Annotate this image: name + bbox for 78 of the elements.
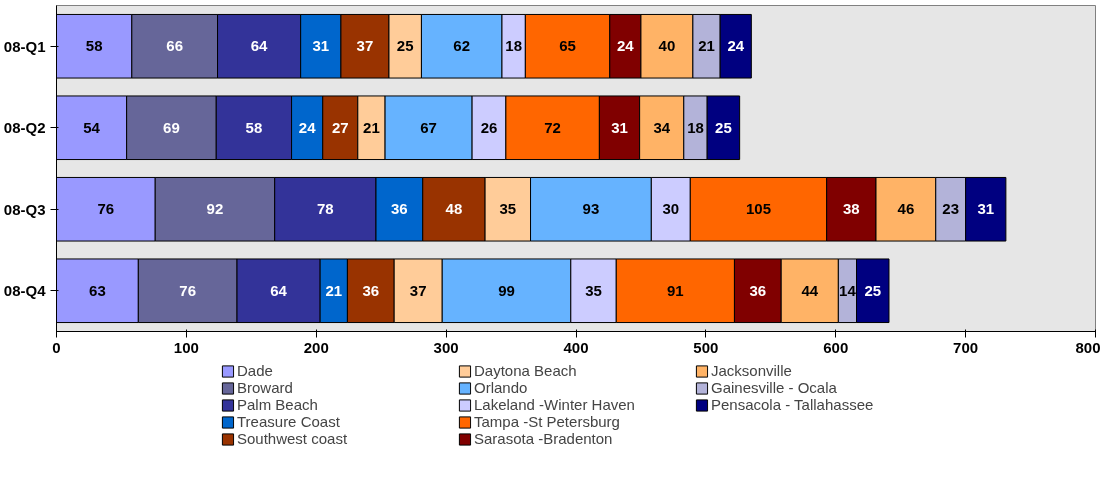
legend-label: Lakeland -Winter Haven xyxy=(474,396,636,413)
data-label: 31 xyxy=(611,118,628,136)
x-tick-label: 400 xyxy=(563,338,589,356)
data-label: 105 xyxy=(745,200,771,218)
legend-label: Treasure Coast xyxy=(237,413,341,430)
data-label: 25 xyxy=(396,37,414,55)
y-tick-label: 08-Q3 xyxy=(3,200,46,218)
legend-label: Daytona Beach xyxy=(474,362,578,379)
data-label: 18 xyxy=(505,37,523,55)
data-label: 78 xyxy=(317,200,334,218)
legend-label: Orlando xyxy=(474,379,529,396)
data-label: 21 xyxy=(698,37,715,55)
data-label: 21 xyxy=(325,281,343,299)
legend-label: Southwest coast xyxy=(237,430,349,447)
legend-label: Jacksonville xyxy=(711,362,793,379)
x-tick-label: 500 xyxy=(693,338,719,356)
legend-label: Sarasota -Bradenton xyxy=(474,430,614,447)
legend-label: Tampa -St Petersburg xyxy=(474,413,621,430)
data-label: 54 xyxy=(83,118,101,136)
data-label: 37 xyxy=(356,37,374,55)
data-label: 31 xyxy=(977,200,995,218)
data-label: 40 xyxy=(658,37,676,55)
data-label: 64 xyxy=(250,37,269,55)
legend-label: Palm Beach xyxy=(237,396,319,413)
x-tick-label: 700 xyxy=(953,338,979,356)
data-label: 24 xyxy=(298,118,317,136)
data-label: 91 xyxy=(667,281,684,299)
data-label: 63 xyxy=(89,281,106,299)
legend-label: Broward xyxy=(237,379,294,396)
data-label: 37 xyxy=(409,281,427,299)
data-label: 62 xyxy=(453,37,471,55)
x-tick-label: 600 xyxy=(823,338,849,356)
data-label: 93 xyxy=(582,200,600,218)
data-label: 14 xyxy=(839,281,857,299)
x-tick-label: 800 xyxy=(1075,338,1101,356)
data-label: 72 xyxy=(544,118,561,136)
data-label: 99 xyxy=(498,281,515,299)
data-label: 76 xyxy=(179,281,197,299)
data-label: 36 xyxy=(749,281,767,299)
data-label: 27 xyxy=(331,118,349,136)
data-label: 46 xyxy=(897,200,915,218)
data-label: 30 xyxy=(662,200,680,218)
legend-label: Dade xyxy=(237,362,274,379)
data-label: 26 xyxy=(480,118,498,136)
data-label: 58 xyxy=(85,37,103,55)
data-label: 76 xyxy=(97,200,115,218)
data-label: 92 xyxy=(206,200,224,218)
y-tick-label: 08-Q1 xyxy=(3,37,46,55)
legend-label: Gainesville - Ocala xyxy=(711,379,838,396)
data-label: 35 xyxy=(585,281,602,299)
data-label: 36 xyxy=(362,281,380,299)
data-label: 35 xyxy=(499,200,517,218)
data-label: 23 xyxy=(942,200,960,218)
x-tick-label: 300 xyxy=(433,338,459,356)
x-tick-label: 0 xyxy=(52,338,61,356)
data-label: 25 xyxy=(715,118,732,136)
data-label: 21 xyxy=(363,118,380,136)
x-tick-label: 200 xyxy=(303,338,329,356)
data-label: 34 xyxy=(653,118,671,136)
x-tick-label: 100 xyxy=(173,338,199,356)
data-label: 25 xyxy=(864,281,882,299)
data-label: 38 xyxy=(842,200,860,218)
data-label: 36 xyxy=(391,200,408,218)
data-label: 24 xyxy=(617,37,635,55)
data-label: 58 xyxy=(245,118,263,136)
data-label: 67 xyxy=(420,118,437,136)
legend-label: Pensacola - Tallahassee xyxy=(711,396,875,413)
y-tick-label: 08-Q4 xyxy=(3,282,47,300)
data-label: 66 xyxy=(166,37,184,55)
data-label: 31 xyxy=(312,37,330,55)
data-label: 18 xyxy=(687,118,704,136)
data-label: 69 xyxy=(163,118,180,136)
y-tick-label: 08-Q2 xyxy=(3,119,46,137)
data-label: 24 xyxy=(727,37,745,55)
data-label: 48 xyxy=(445,200,463,218)
data-label: 44 xyxy=(801,281,819,299)
data-label: 64 xyxy=(270,281,288,299)
data-label: 65 xyxy=(559,37,576,55)
